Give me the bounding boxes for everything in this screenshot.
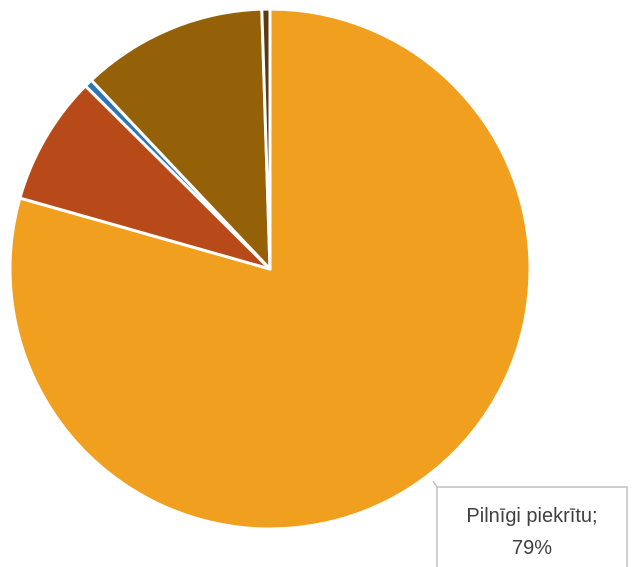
data-label-value: 79% (512, 537, 552, 559)
leader-line (432, 480, 438, 488)
data-label-box (436, 486, 628, 567)
pie-slice-4 (260, 7, 272, 271)
pie-slice-1 (18, 84, 272, 271)
pie-slices (8, 7, 532, 531)
data-label-name: Pilnīgi piekrītu; (466, 505, 597, 527)
pie-slice-3 (89, 7, 272, 271)
data-label-callout: Pilnīgi piekrītu; 79% (432, 480, 628, 567)
